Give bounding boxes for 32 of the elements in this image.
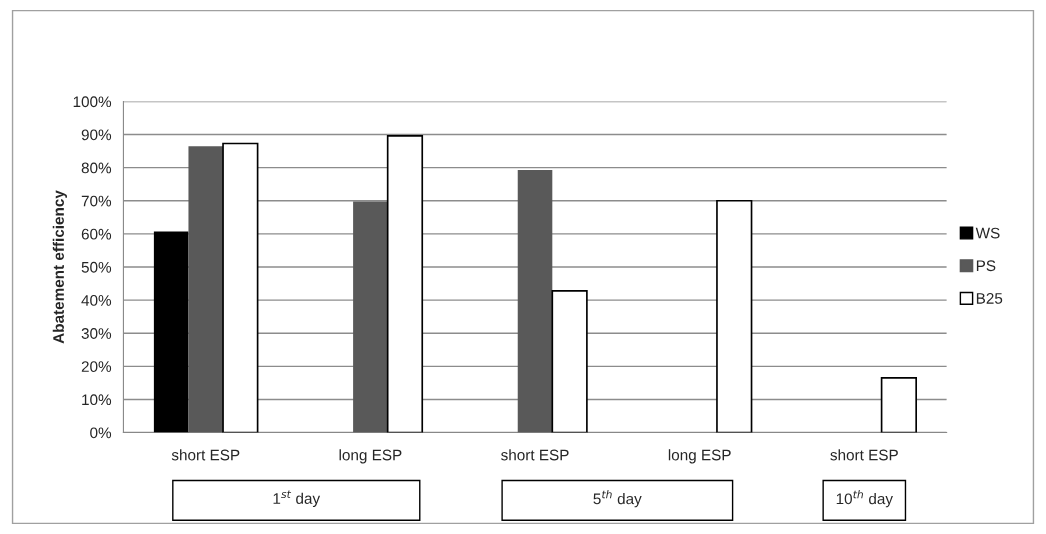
legend-label: PS [976, 260, 996, 272]
bar [386, 135, 424, 433]
x-tick-label: long ESP [668, 449, 731, 464]
y-tick-label: 100% [73, 96, 112, 108]
y-tick-label: 20% [81, 361, 112, 373]
y-axis-title: Abatement efficiency [52, 190, 67, 344]
bar [353, 201, 388, 433]
legend-label: B25 [976, 292, 1003, 304]
x-tick-label: short ESP [830, 449, 898, 461]
bar [551, 290, 588, 433]
y-tick-label: 70% [81, 195, 112, 207]
text: 10$^{th}$ day [836, 490, 893, 508]
x-tick-label: short ESP [501, 449, 569, 461]
bar [517, 169, 553, 433]
y-tick-label: 30% [81, 328, 112, 339]
y-tick-label: 10% [82, 394, 112, 406]
text: 5$^{th}$ day [593, 490, 642, 508]
y-tick-label: 40% [81, 294, 112, 306]
bar [222, 142, 259, 433]
bar [188, 146, 224, 433]
y-tick-label: 50% [81, 261, 112, 273]
y-tick-label: 60% [81, 228, 112, 240]
x-tick-label: short ESP [171, 449, 240, 461]
y-tick-label: 90% [81, 129, 112, 141]
bar [153, 231, 189, 433]
y-tick-label: 80% [81, 162, 112, 174]
bar [880, 377, 918, 433]
bar [716, 199, 753, 433]
text: 1$^{st}$ day [273, 490, 321, 507]
y-tick-label: 0% [90, 427, 112, 439]
legend-label: WS [975, 227, 1000, 239]
x-tick-label: long ESP [339, 449, 402, 464]
